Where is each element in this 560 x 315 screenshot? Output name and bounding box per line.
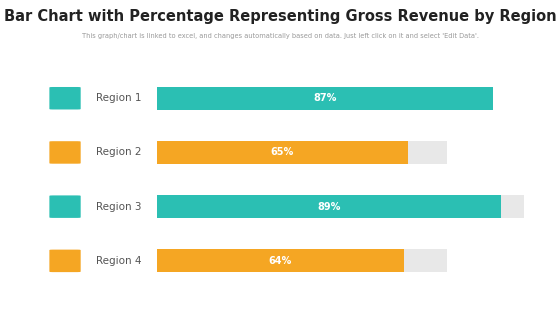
Text: Region 2: Region 2 [96, 147, 141, 158]
Text: 87%: 87% [313, 93, 337, 103]
Bar [157, 141, 446, 164]
Text: Region 1: Region 1 [96, 93, 141, 103]
FancyBboxPatch shape [49, 141, 81, 164]
Text: 65%: 65% [270, 147, 294, 158]
Text: Region 4: Region 4 [96, 256, 141, 266]
Bar [157, 249, 404, 272]
Text: This graph/chart is linked to excel, and changes automatically based on data. Ju: This graph/chart is linked to excel, and… [82, 33, 478, 39]
Text: 89%: 89% [317, 202, 340, 212]
Bar [157, 141, 408, 164]
Bar [157, 87, 493, 110]
Bar [157, 249, 446, 272]
Text: Bar Chart with Percentage Representing Gross Revenue by Region: Bar Chart with Percentage Representing G… [4, 9, 556, 25]
Bar [157, 195, 501, 218]
Text: 64%: 64% [269, 256, 292, 266]
FancyBboxPatch shape [49, 87, 81, 110]
FancyBboxPatch shape [49, 249, 81, 272]
Bar [157, 195, 524, 218]
Text: Region 3: Region 3 [96, 202, 141, 212]
FancyBboxPatch shape [49, 195, 81, 218]
Bar [157, 87, 493, 110]
